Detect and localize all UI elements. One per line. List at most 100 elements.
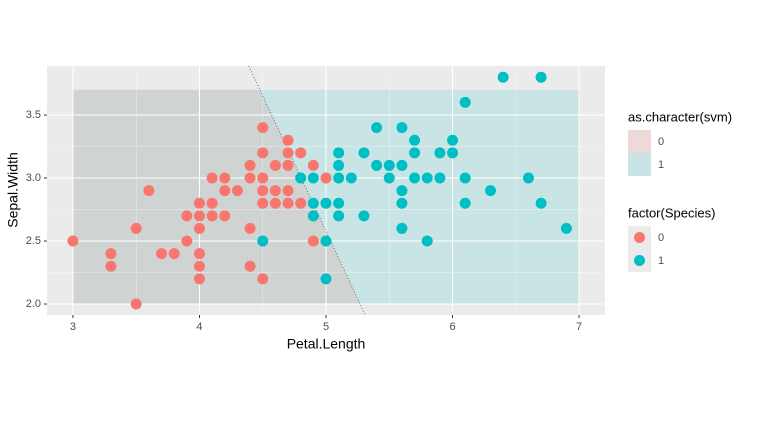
point bbox=[421, 235, 433, 247]
point bbox=[320, 172, 332, 184]
legend-label: 0 bbox=[658, 232, 664, 244]
x-tick-label: 5 bbox=[323, 321, 329, 333]
point bbox=[560, 222, 572, 234]
point bbox=[307, 235, 319, 247]
point bbox=[421, 172, 433, 184]
point bbox=[459, 96, 471, 108]
legend-title: as.character(svm) bbox=[628, 109, 732, 124]
y-tick-label: 2.0 bbox=[26, 298, 41, 310]
point bbox=[307, 197, 319, 209]
x-tick-label: 7 bbox=[576, 321, 582, 333]
point bbox=[434, 172, 446, 184]
point bbox=[105, 248, 117, 260]
point bbox=[269, 159, 281, 171]
point bbox=[244, 222, 256, 234]
legend-swatch bbox=[628, 130, 651, 153]
point bbox=[295, 172, 307, 184]
point bbox=[181, 210, 193, 222]
point bbox=[231, 185, 243, 197]
point bbox=[143, 185, 155, 197]
point bbox=[269, 185, 281, 197]
region-0 bbox=[72, 89, 361, 305]
point bbox=[358, 210, 370, 222]
legend-label: 1 bbox=[658, 159, 664, 171]
point bbox=[257, 122, 269, 134]
point bbox=[333, 172, 345, 184]
point bbox=[396, 159, 408, 171]
boundary bbox=[248, 65, 366, 316]
point bbox=[396, 185, 408, 197]
point bbox=[459, 197, 471, 209]
x-tick-label: 6 bbox=[449, 321, 455, 333]
y-tick-label: 2.5 bbox=[26, 235, 41, 247]
point bbox=[282, 134, 294, 146]
point bbox=[193, 222, 205, 234]
legend-title: factor(Species) bbox=[628, 205, 715, 220]
point bbox=[371, 122, 383, 134]
point bbox=[535, 197, 547, 209]
point bbox=[244, 172, 256, 184]
point bbox=[257, 197, 269, 209]
legend-swatch bbox=[628, 153, 651, 176]
point bbox=[193, 248, 205, 260]
point bbox=[484, 185, 496, 197]
point bbox=[130, 222, 142, 234]
point bbox=[130, 298, 142, 310]
point bbox=[282, 147, 294, 159]
point bbox=[535, 71, 547, 83]
point bbox=[168, 248, 180, 260]
point bbox=[269, 197, 281, 209]
legend-label: 0 bbox=[658, 136, 664, 148]
point bbox=[295, 197, 307, 209]
point bbox=[156, 248, 168, 260]
x-tick-label: 4 bbox=[196, 321, 202, 333]
point bbox=[206, 197, 218, 209]
point bbox=[358, 147, 370, 159]
point bbox=[67, 235, 79, 247]
legend-swatch bbox=[634, 232, 645, 243]
point bbox=[409, 134, 421, 146]
point bbox=[193, 197, 205, 209]
x-axis-title: Petal.Length bbox=[287, 336, 366, 352]
point bbox=[345, 172, 357, 184]
y-tick-label: 3.0 bbox=[26, 172, 41, 184]
point bbox=[257, 235, 269, 247]
legend-key bbox=[628, 153, 651, 176]
legend-swatch bbox=[634, 255, 645, 266]
point bbox=[447, 147, 459, 159]
point bbox=[181, 235, 193, 247]
point bbox=[447, 134, 459, 146]
point bbox=[307, 210, 319, 222]
point bbox=[333, 159, 345, 171]
point bbox=[396, 222, 408, 234]
point bbox=[320, 235, 332, 247]
point bbox=[244, 159, 256, 171]
x-tick-label: 3 bbox=[70, 321, 76, 333]
point bbox=[333, 197, 345, 209]
point bbox=[409, 172, 421, 184]
point bbox=[307, 172, 319, 184]
point bbox=[371, 159, 383, 171]
y-tick-label: 3.5 bbox=[26, 109, 41, 121]
legend-key bbox=[628, 130, 651, 153]
point bbox=[333, 210, 345, 222]
point bbox=[497, 71, 509, 83]
point bbox=[193, 210, 205, 222]
point bbox=[219, 185, 231, 197]
point bbox=[282, 159, 294, 171]
point bbox=[409, 147, 421, 159]
point bbox=[320, 273, 332, 285]
point bbox=[282, 185, 294, 197]
point bbox=[383, 159, 395, 171]
point bbox=[383, 172, 395, 184]
legend-label: 1 bbox=[658, 255, 664, 267]
point bbox=[396, 122, 408, 134]
point bbox=[219, 172, 231, 184]
point bbox=[193, 273, 205, 285]
point bbox=[257, 185, 269, 197]
point bbox=[206, 172, 218, 184]
point bbox=[257, 172, 269, 184]
point bbox=[244, 260, 256, 272]
point bbox=[396, 197, 408, 209]
